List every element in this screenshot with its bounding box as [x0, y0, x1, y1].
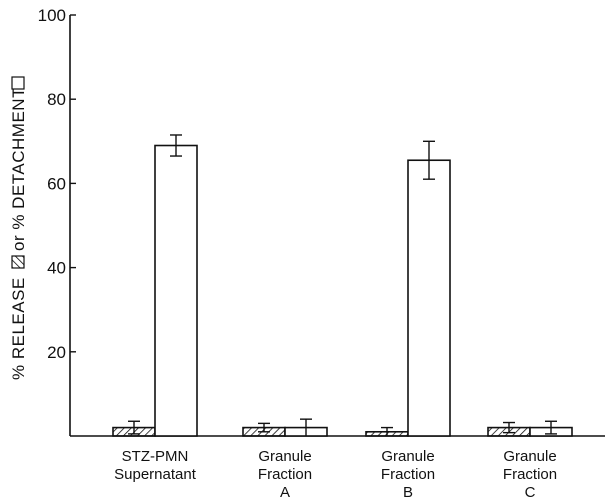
- y-axis-label: % RELEASE or % DETACHMENT: [9, 76, 28, 380]
- y-tick-label: 20: [47, 343, 66, 362]
- category-label: Granule: [258, 448, 311, 465]
- y-ticks: 20 40 60 80 100: [38, 6, 76, 362]
- category-label: Fraction: [503, 466, 557, 483]
- category-label: A: [280, 484, 290, 501]
- legend-swatch-hatched: [11, 255, 25, 269]
- bars: [112, 134, 573, 437]
- bar-detachment: [407, 159, 451, 437]
- category-label: B: [403, 484, 413, 501]
- axes: [69, 15, 605, 437]
- y-tick-label: 60: [47, 174, 66, 193]
- y-axis-label-release: % RELEASE: [9, 277, 28, 380]
- category-label: Fraction: [381, 466, 435, 483]
- y-tick-label: 80: [47, 90, 66, 109]
- category-label: C: [525, 484, 536, 501]
- category-label: Granule: [503, 448, 556, 465]
- y-tick-label: 40: [47, 259, 66, 278]
- category-label: STZ-PMN: [122, 448, 189, 465]
- legend-swatch-open: [11, 76, 25, 90]
- category-label: Granule: [381, 448, 434, 465]
- category-label: Supernatant: [114, 466, 197, 483]
- y-tick-label: 100: [38, 6, 66, 25]
- category-label: Fraction: [258, 466, 312, 483]
- bar-detachment: [154, 144, 198, 437]
- x-categories: STZ-PMNSupernatantGranuleFractionAGranul…: [114, 448, 557, 501]
- y-axis-label-detachment: or % DETACHMENT: [9, 87, 28, 251]
